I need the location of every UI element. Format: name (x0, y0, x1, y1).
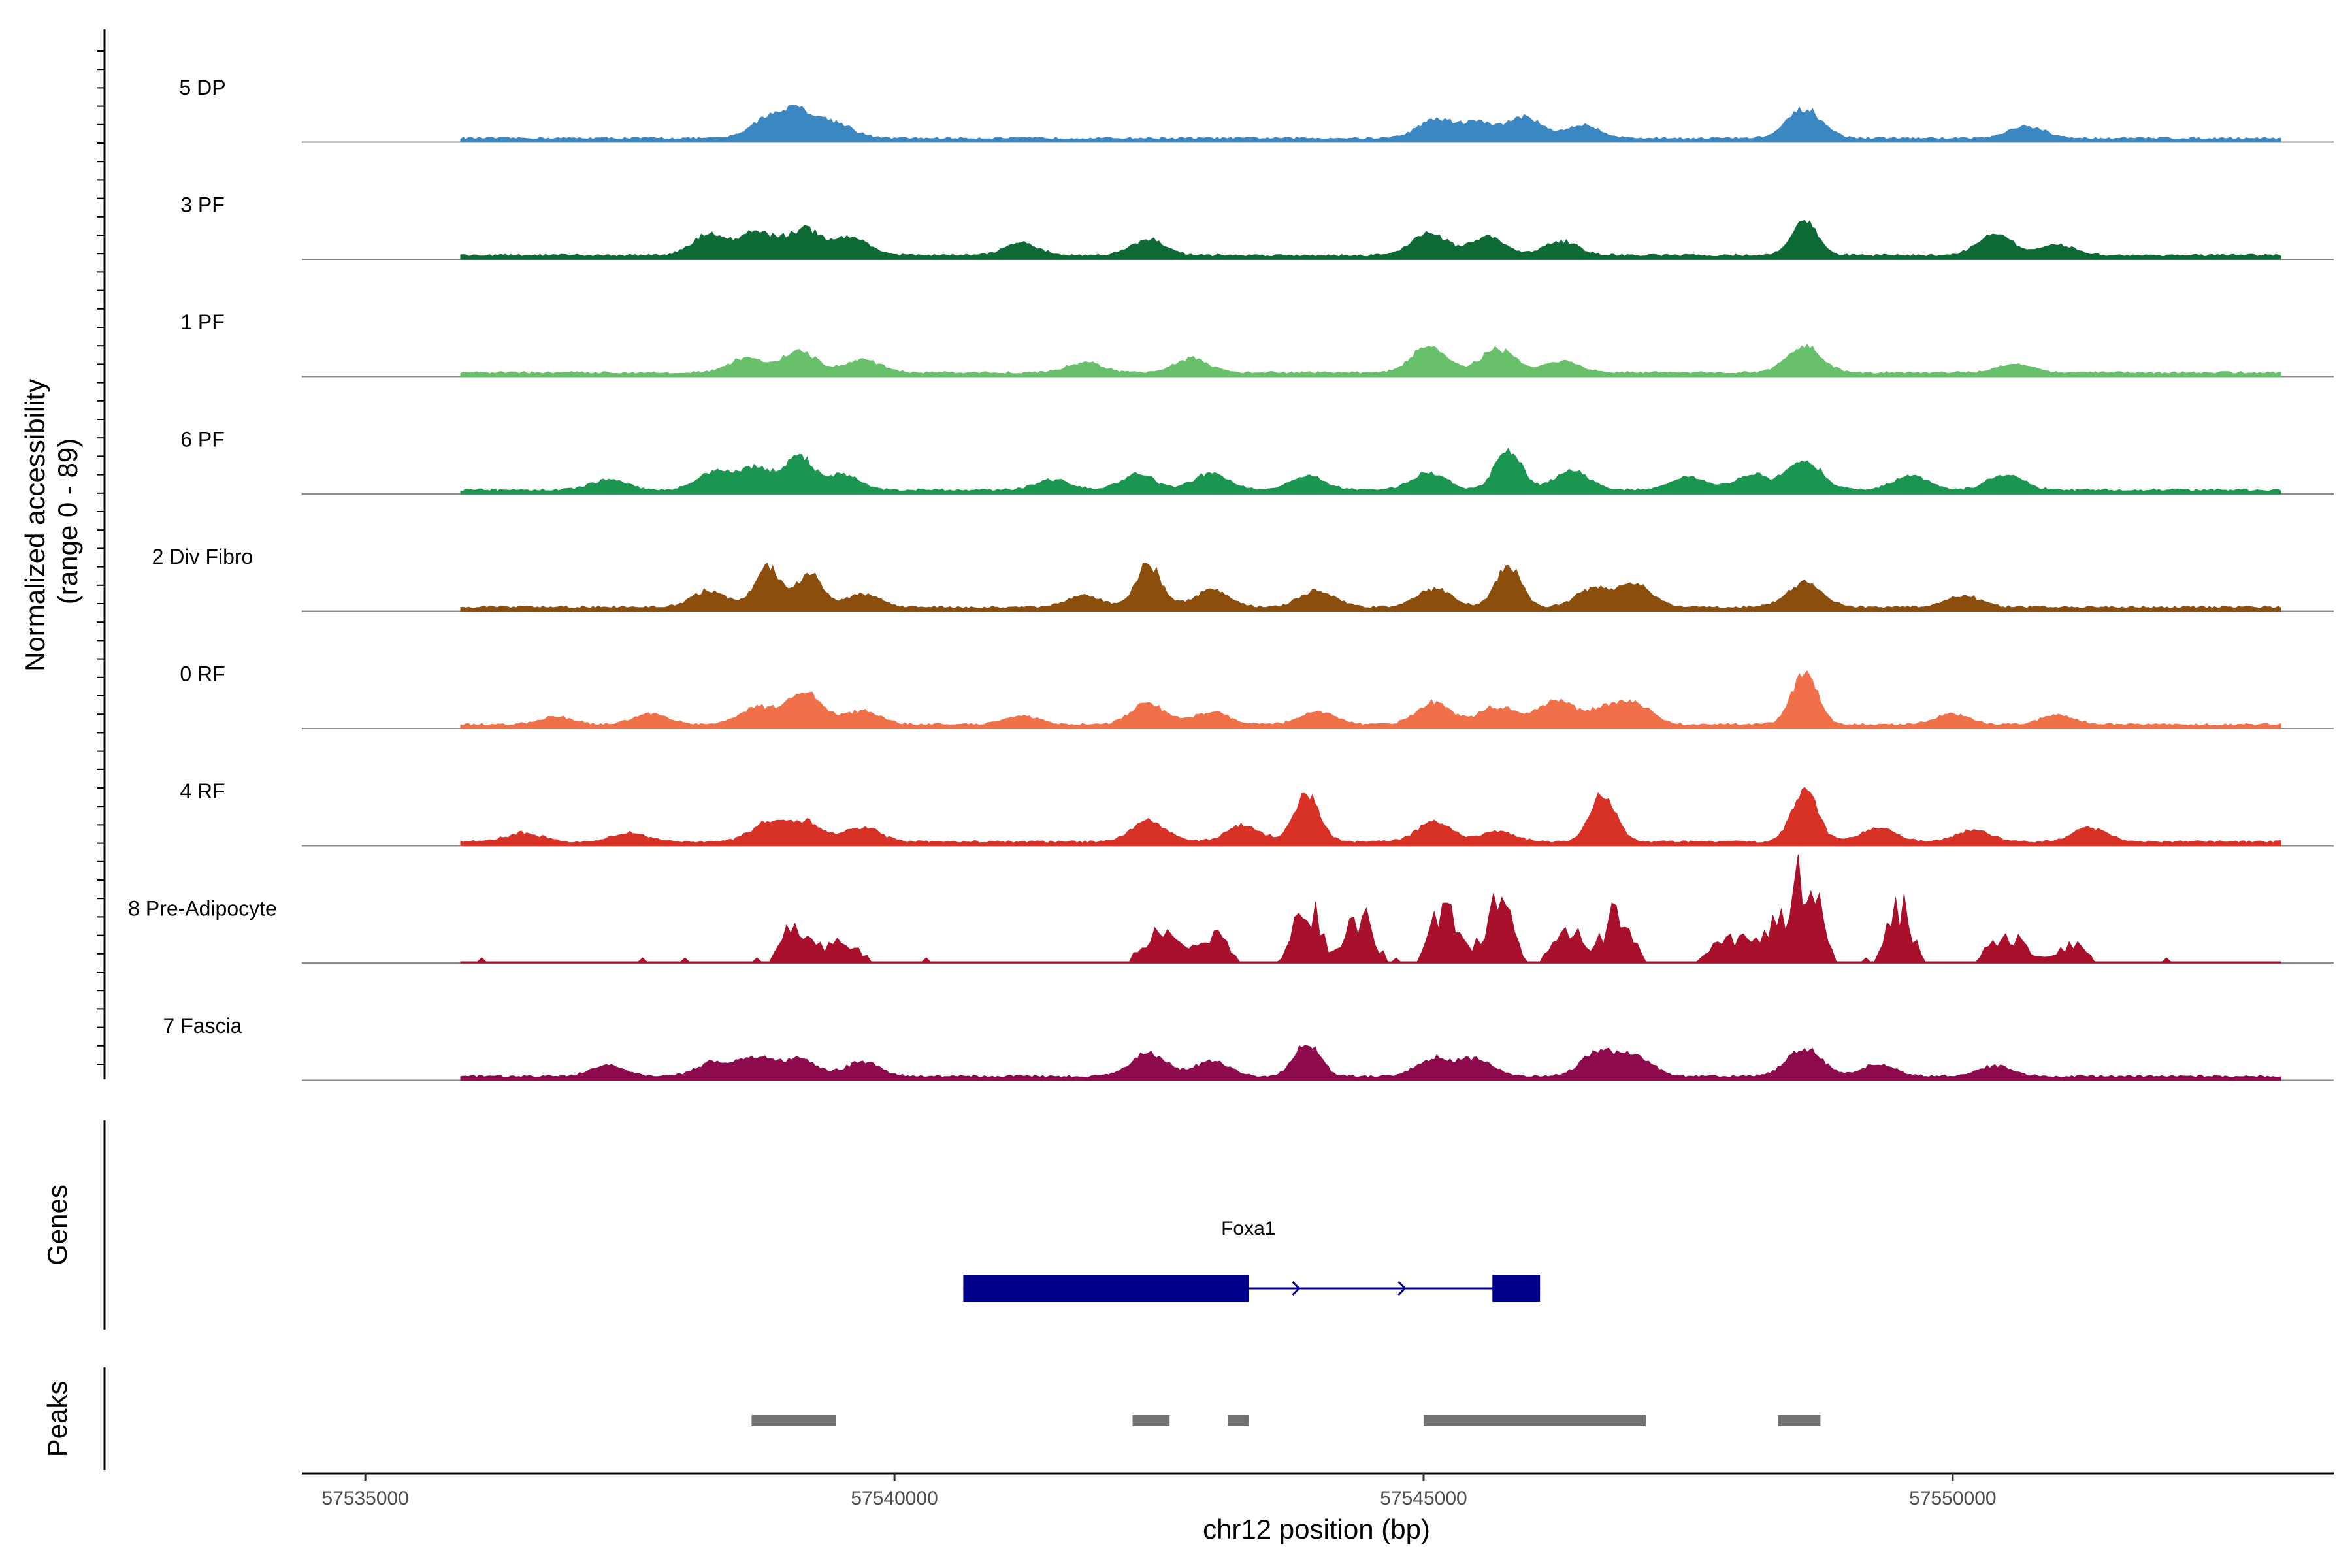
track-label: 4 RF (180, 779, 225, 803)
track-label: 2 Div Fibro (152, 545, 253, 568)
track-3-pf: 3 PF (180, 193, 2334, 260)
coverage-area (460, 670, 2281, 729)
gene-exon (963, 1275, 1249, 1302)
y-axis-title-line-1: Normalized accessibility (20, 379, 50, 672)
x-tick-label: 57545000 (1380, 1488, 1467, 1509)
track-label: 7 Fascia (163, 1014, 242, 1037)
track-label: 3 PF (180, 193, 225, 217)
track-label: 8 Pre-Adipocyte (128, 897, 277, 921)
y-axis-title-line-2: (range 0 - 89) (52, 438, 83, 604)
y-axis-title: Normalized accessibility (range 0 - 89) (20, 371, 83, 672)
track-label: 0 RF (180, 662, 225, 686)
coverage-area (460, 787, 2281, 846)
strand-arrow-icon (1498, 1281, 1507, 1296)
x-tick-label: 57540000 (851, 1488, 938, 1509)
gene-name-label: Foxa1 (1221, 1218, 1275, 1239)
genes-track-label: Genes (42, 1184, 73, 1266)
track-7-fascia: 7 Fascia (163, 1014, 2334, 1081)
strand-arrow-icon (1397, 1281, 1407, 1296)
track-label: 1 PF (180, 310, 225, 334)
track-0-rf: 0 RF (180, 662, 2334, 729)
coverage-area (460, 1045, 2281, 1081)
track-5-dp: 5 DP (179, 76, 2334, 143)
coverage-area (460, 220, 2281, 260)
coverage-area (460, 854, 2281, 964)
x-tick-label: 57535000 (321, 1488, 408, 1509)
peak-region-bar (1423, 1415, 1646, 1426)
coverage-area (460, 562, 2281, 612)
track-label: 6 PF (180, 428, 225, 451)
track-label: 5 DP (179, 76, 225, 99)
track-6-pf: 6 PF (180, 428, 2334, 495)
coverage-tracks: 5 DP 3 PF 1 PF 6 PF 2 Div Fibro 0 RF 4 RF 8 Pre… (128, 76, 2334, 1081)
track-8-pre-adipocyte: 8 Pre-Adipocyte (128, 854, 2334, 964)
peak-region-bar (1228, 1415, 1249, 1426)
peak-region-bar (1778, 1415, 1821, 1426)
x-tick-label: 57550000 (1909, 1488, 1996, 1509)
gene-exon (1492, 1275, 1541, 1302)
coverage-area (460, 105, 2281, 142)
peaks-track-label: Peaks (42, 1381, 73, 1458)
coverage-area (460, 447, 2281, 495)
track-2-div-fibro: 2 Div Fibro (152, 545, 2334, 612)
peak-regions-track (751, 1415, 1821, 1426)
x-axis-title: chr12 position (bp) (1203, 1514, 1430, 1544)
gene-annotation-track: Foxa1 (963, 1218, 1541, 1302)
coverage-area (460, 343, 2281, 377)
peak-region-bar (751, 1415, 836, 1426)
track-4-rf: 4 RF (180, 779, 2334, 847)
track-1-pf: 1 PF (180, 310, 2334, 378)
strand-arrow-icon (1292, 1281, 1301, 1296)
y-axis (97, 29, 106, 1079)
peak-region-bar (1132, 1415, 1170, 1426)
x-axis: 57535000 57540000 57545000 57550000 (302, 1472, 2334, 1509)
